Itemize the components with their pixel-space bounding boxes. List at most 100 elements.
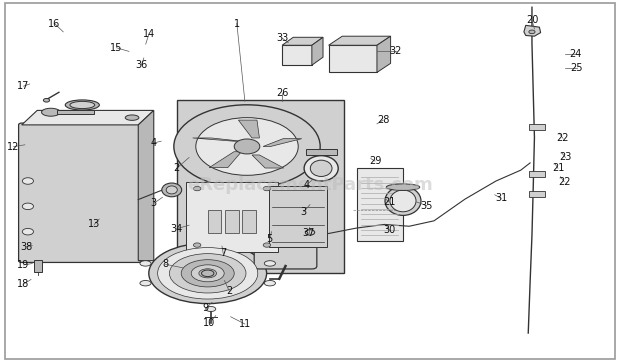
Ellipse shape — [385, 186, 421, 215]
Ellipse shape — [196, 118, 298, 175]
Text: 18: 18 — [17, 279, 30, 289]
Ellipse shape — [125, 115, 139, 120]
Text: 35: 35 — [420, 201, 433, 211]
Polygon shape — [22, 110, 154, 125]
Ellipse shape — [166, 186, 177, 194]
Text: 11: 11 — [239, 319, 251, 329]
Polygon shape — [193, 138, 241, 141]
Bar — [329, 45, 377, 72]
Bar — [282, 45, 312, 65]
Text: 23: 23 — [559, 152, 572, 163]
Ellipse shape — [390, 190, 416, 212]
Ellipse shape — [311, 160, 332, 177]
Ellipse shape — [70, 101, 95, 109]
Ellipse shape — [65, 100, 99, 110]
Bar — [529, 171, 545, 177]
Bar — [208, 210, 221, 233]
Bar — [242, 210, 256, 233]
FancyBboxPatch shape — [19, 123, 141, 262]
Ellipse shape — [264, 261, 275, 266]
Text: 22: 22 — [557, 133, 569, 143]
Ellipse shape — [22, 203, 33, 210]
Text: 32: 32 — [389, 46, 402, 56]
Ellipse shape — [263, 243, 270, 247]
Text: 31: 31 — [495, 193, 507, 203]
Bar — [225, 210, 239, 233]
Text: 8: 8 — [162, 259, 169, 269]
Text: 4: 4 — [304, 180, 310, 190]
Ellipse shape — [140, 261, 151, 266]
Bar — [56, 110, 94, 114]
Bar — [356, 168, 403, 241]
Text: 25: 25 — [570, 63, 583, 73]
Bar — [186, 182, 278, 252]
Polygon shape — [377, 36, 391, 72]
Text: 26: 26 — [276, 88, 288, 98]
Ellipse shape — [206, 307, 216, 312]
Polygon shape — [209, 152, 241, 168]
Text: 36: 36 — [135, 60, 148, 70]
Ellipse shape — [191, 265, 224, 282]
Ellipse shape — [140, 281, 151, 286]
Polygon shape — [138, 110, 154, 261]
Ellipse shape — [43, 98, 50, 102]
Ellipse shape — [202, 270, 214, 277]
Ellipse shape — [386, 184, 420, 190]
Text: 3: 3 — [151, 198, 157, 209]
Text: 29: 29 — [369, 156, 381, 166]
Text: 3: 3 — [301, 207, 307, 217]
Text: 5: 5 — [267, 234, 273, 244]
Text: 4: 4 — [151, 138, 157, 148]
Text: 34: 34 — [170, 224, 183, 234]
Polygon shape — [238, 120, 259, 138]
Text: 7: 7 — [220, 248, 226, 258]
Polygon shape — [282, 37, 323, 45]
Ellipse shape — [193, 186, 201, 191]
Ellipse shape — [181, 260, 234, 287]
Text: 24: 24 — [569, 49, 582, 59]
Text: 12: 12 — [7, 142, 20, 152]
Text: 1: 1 — [234, 18, 240, 29]
Text: 20: 20 — [526, 15, 538, 25]
Ellipse shape — [199, 269, 216, 278]
Polygon shape — [524, 25, 541, 36]
Ellipse shape — [157, 248, 258, 299]
Text: 16: 16 — [48, 18, 61, 29]
Bar — [529, 191, 545, 197]
Polygon shape — [312, 37, 323, 65]
Text: 2: 2 — [226, 286, 232, 296]
Ellipse shape — [169, 254, 246, 293]
Ellipse shape — [22, 228, 33, 235]
Ellipse shape — [263, 186, 270, 191]
Ellipse shape — [529, 30, 535, 34]
Text: 13: 13 — [88, 219, 100, 230]
Ellipse shape — [174, 105, 320, 188]
Text: eReplacementParts.com: eReplacementParts.com — [187, 176, 433, 194]
Ellipse shape — [193, 243, 201, 247]
Ellipse shape — [304, 156, 339, 181]
Ellipse shape — [22, 178, 33, 184]
Bar — [306, 149, 337, 155]
Text: 22: 22 — [558, 177, 570, 187]
Text: 28: 28 — [377, 115, 389, 125]
Text: 37: 37 — [303, 228, 315, 239]
Text: 15: 15 — [110, 43, 123, 53]
Ellipse shape — [234, 139, 260, 154]
Ellipse shape — [264, 281, 275, 286]
Text: 9: 9 — [203, 303, 209, 313]
Text: 14: 14 — [143, 29, 155, 39]
Text: 19: 19 — [17, 260, 30, 270]
Bar — [269, 186, 327, 247]
Ellipse shape — [42, 108, 60, 116]
Text: 30: 30 — [383, 225, 396, 235]
Text: 10: 10 — [203, 318, 216, 328]
Text: 38: 38 — [20, 242, 32, 252]
Text: 17: 17 — [17, 81, 30, 91]
Text: 21: 21 — [383, 197, 396, 207]
Polygon shape — [329, 36, 391, 45]
Polygon shape — [263, 139, 302, 147]
Text: 2: 2 — [174, 163, 180, 173]
Text: 21: 21 — [552, 163, 564, 173]
Ellipse shape — [162, 183, 182, 197]
Bar — [529, 124, 545, 130]
